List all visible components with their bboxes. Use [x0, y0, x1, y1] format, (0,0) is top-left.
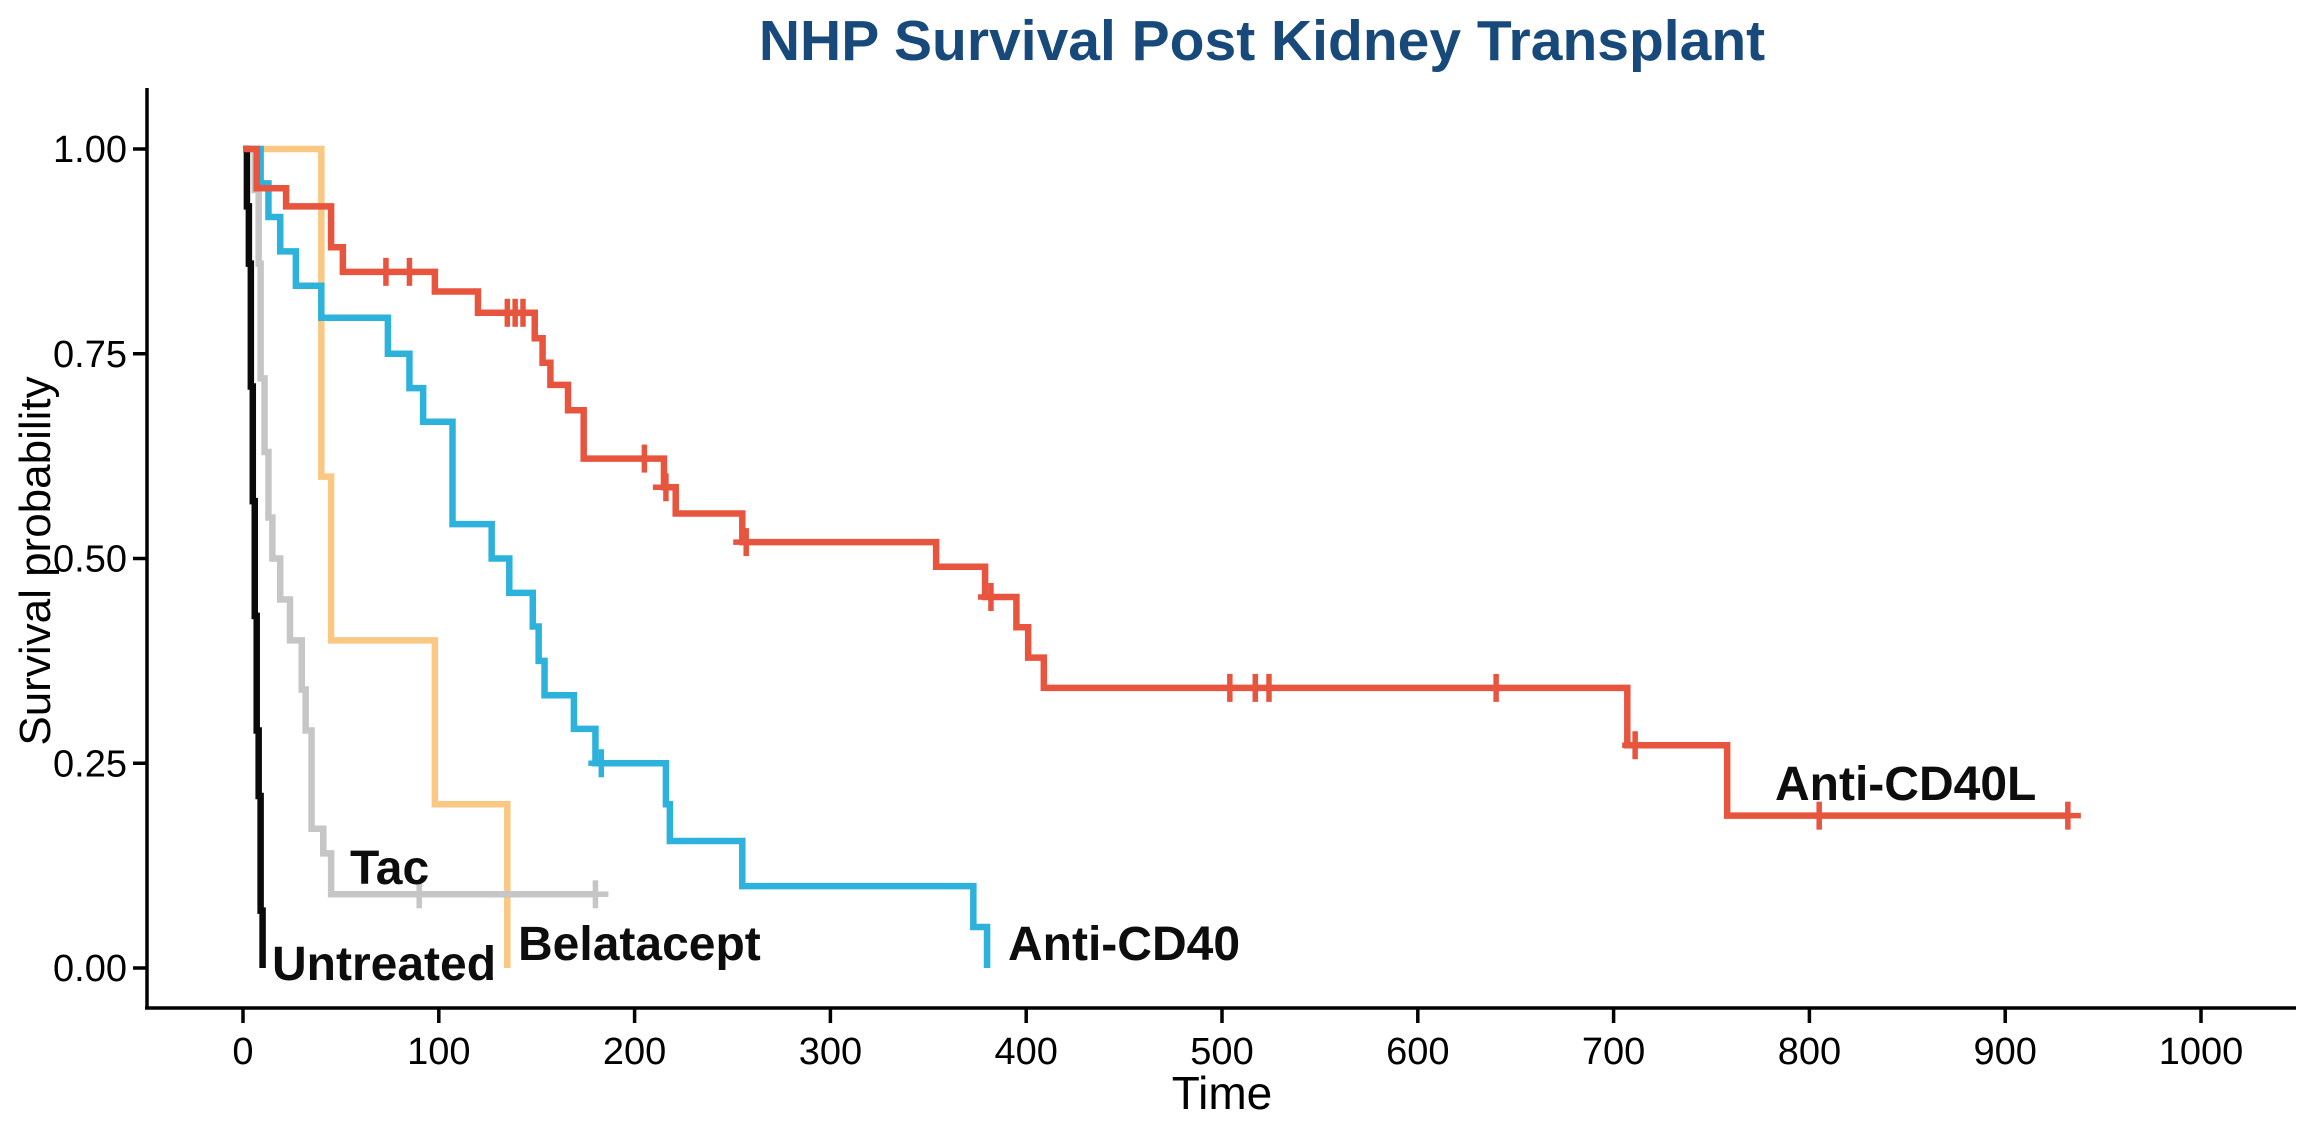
x-axis-title: Time [1171, 1067, 1273, 1119]
y-tick-label-1.00: 1.00 [53, 129, 127, 171]
x-tick-label-900: 900 [1973, 1031, 2036, 1073]
survival-curve-Anti-CD40L [243, 145, 2068, 819]
x-tick-label-100: 100 [407, 1031, 470, 1073]
curve-label-Anti-CD40: Anti-CD40 [1008, 918, 1240, 971]
x-tick-label-700: 700 [1582, 1031, 1645, 1073]
y-tick-label-0.25: 0.25 [53, 743, 127, 785]
x-tick-label-500: 500 [1190, 1031, 1253, 1073]
curve-label-Anti-CD40L: Anti-CD40L [1775, 758, 2036, 811]
curve-label-Untreated: Untreated [272, 938, 496, 991]
y-tick-label-0.75: 0.75 [53, 334, 127, 376]
x-tick-label-1000: 1000 [2159, 1031, 2244, 1073]
curve-label-Tac: Tac [350, 842, 429, 895]
survival-curve-Anti-CD40 [243, 145, 991, 968]
curve-label-Belatacept: Belatacept [518, 918, 761, 971]
x-tick-label-600: 600 [1386, 1031, 1449, 1073]
survival-curve-Untreated [243, 145, 266, 968]
x-tick-label-800: 800 [1778, 1031, 1841, 1073]
x-tick-label-0: 0 [232, 1031, 253, 1073]
survival-curve-Tac [243, 145, 596, 898]
y-tick-label-0.00: 0.00 [53, 948, 127, 990]
y-tick-label-0.50: 0.50 [53, 539, 127, 581]
chart-title: NHP Survival Post Kidney Transplant [758, 9, 1766, 73]
x-tick-label-200: 200 [603, 1031, 666, 1073]
x-tick-label-400: 400 [994, 1031, 1057, 1073]
survival-curve-Belatacept [243, 145, 511, 968]
x-tick-label-300: 300 [799, 1031, 862, 1073]
